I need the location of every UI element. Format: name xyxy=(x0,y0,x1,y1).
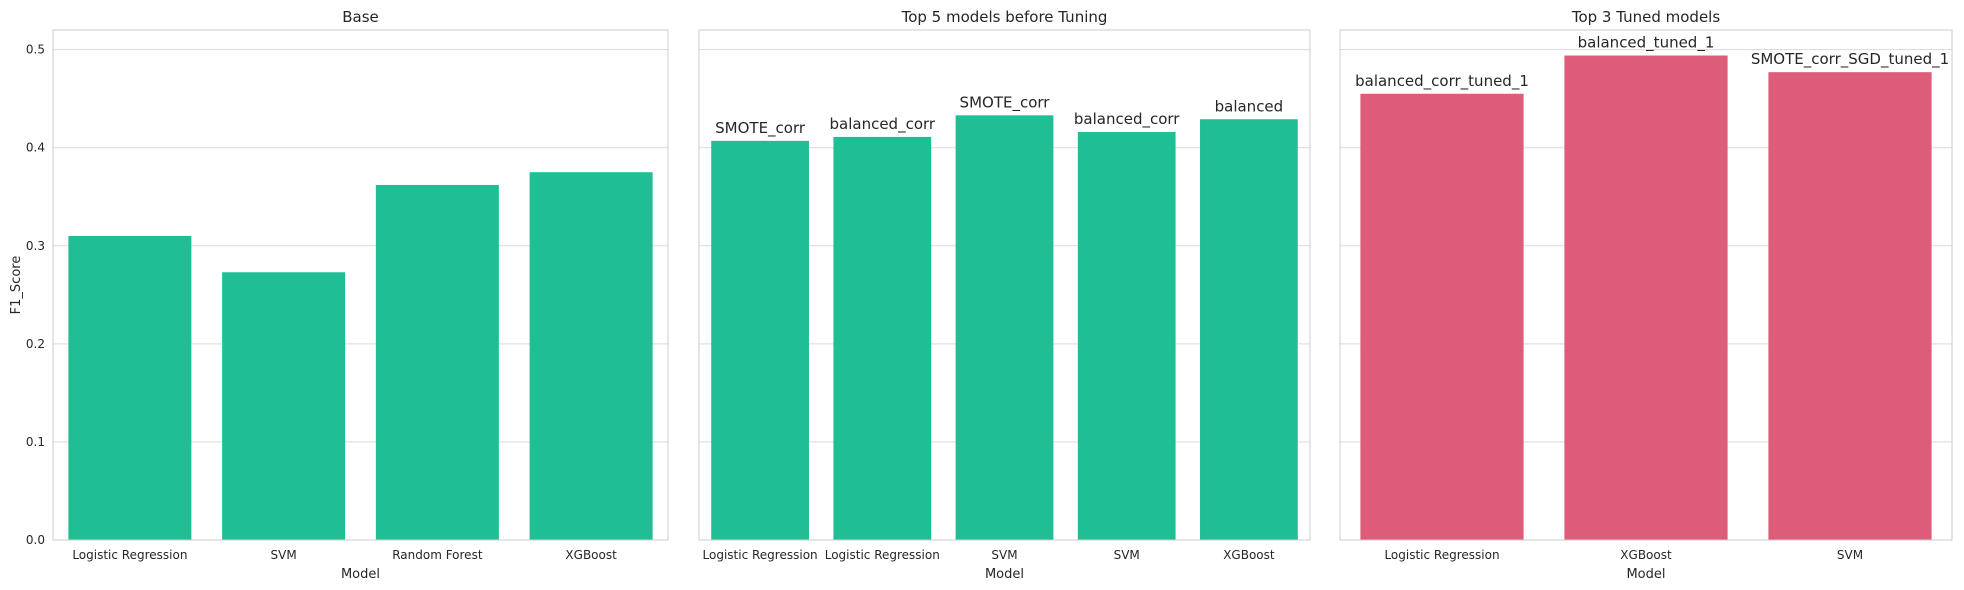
bar xyxy=(711,140,809,541)
x-tick-label: XGBoost xyxy=(1223,548,1275,562)
x-axis-label: Model xyxy=(1626,567,1665,582)
y-tick-label: 0.5 xyxy=(26,43,45,57)
plot-frame xyxy=(698,29,1311,541)
x-tick-label: Logistic Regression xyxy=(72,548,187,562)
bar xyxy=(833,136,932,540)
bar-value-label: balanced_tuned_1 xyxy=(1578,34,1715,53)
x-tick-label: SVM xyxy=(271,548,297,562)
x-tick-label: Random Forest xyxy=(392,548,483,562)
x-tick-label: SVM xyxy=(1114,548,1140,562)
x-tick-label: SVM xyxy=(1837,548,1863,562)
x-tick-label: Logistic Regression xyxy=(1384,548,1499,562)
bar xyxy=(1768,72,1932,540)
bar-value-label: balanced xyxy=(1215,97,1284,115)
panel-title: Base xyxy=(342,8,379,26)
bar xyxy=(1360,93,1524,540)
x-tick-label: XGBoost xyxy=(565,548,617,562)
bar xyxy=(375,184,499,540)
x-axis-label: Model xyxy=(341,567,380,582)
bar xyxy=(955,115,1054,541)
bar-value-label: balanced_corr_tuned_1 xyxy=(1355,72,1529,91)
x-axis-label: Model xyxy=(985,567,1024,582)
panel-title: Top 3 Tuned models xyxy=(1571,8,1721,26)
bar-value-label: balanced_corr xyxy=(830,115,936,134)
bar-value-label: SMOTE_corr xyxy=(960,93,1051,112)
bar xyxy=(1077,132,1176,540)
bar xyxy=(222,272,346,540)
x-tick-label: SVM xyxy=(991,548,1017,562)
y-axis-label: F1_Score xyxy=(9,256,24,315)
x-tick-label: Logistic Regression xyxy=(703,548,818,562)
y-tick-label: 0.4 xyxy=(26,141,45,155)
bar xyxy=(1200,119,1298,540)
plot-frame xyxy=(52,29,669,541)
bar xyxy=(529,172,653,540)
y-tick-label: 0.0 xyxy=(26,533,45,547)
bar-value-label: balanced_corr xyxy=(1074,110,1180,129)
bar-value-label: SMOTE_corr_SGD_tuned_1 xyxy=(1751,50,1949,69)
bar-value-label: SMOTE_corr xyxy=(715,119,806,138)
panel-title: Top 5 models before Tuning xyxy=(901,8,1108,26)
y-tick-label: 0.3 xyxy=(26,239,45,253)
y-tick-label: 0.2 xyxy=(26,337,45,351)
plot-frame xyxy=(1339,29,1953,541)
x-tick-label: XGBoost xyxy=(1620,548,1672,562)
x-tick-label: Logistic Regression xyxy=(825,548,940,562)
bar xyxy=(68,235,192,540)
y-tick-label: 0.1 xyxy=(26,435,45,449)
bar xyxy=(1564,55,1728,540)
